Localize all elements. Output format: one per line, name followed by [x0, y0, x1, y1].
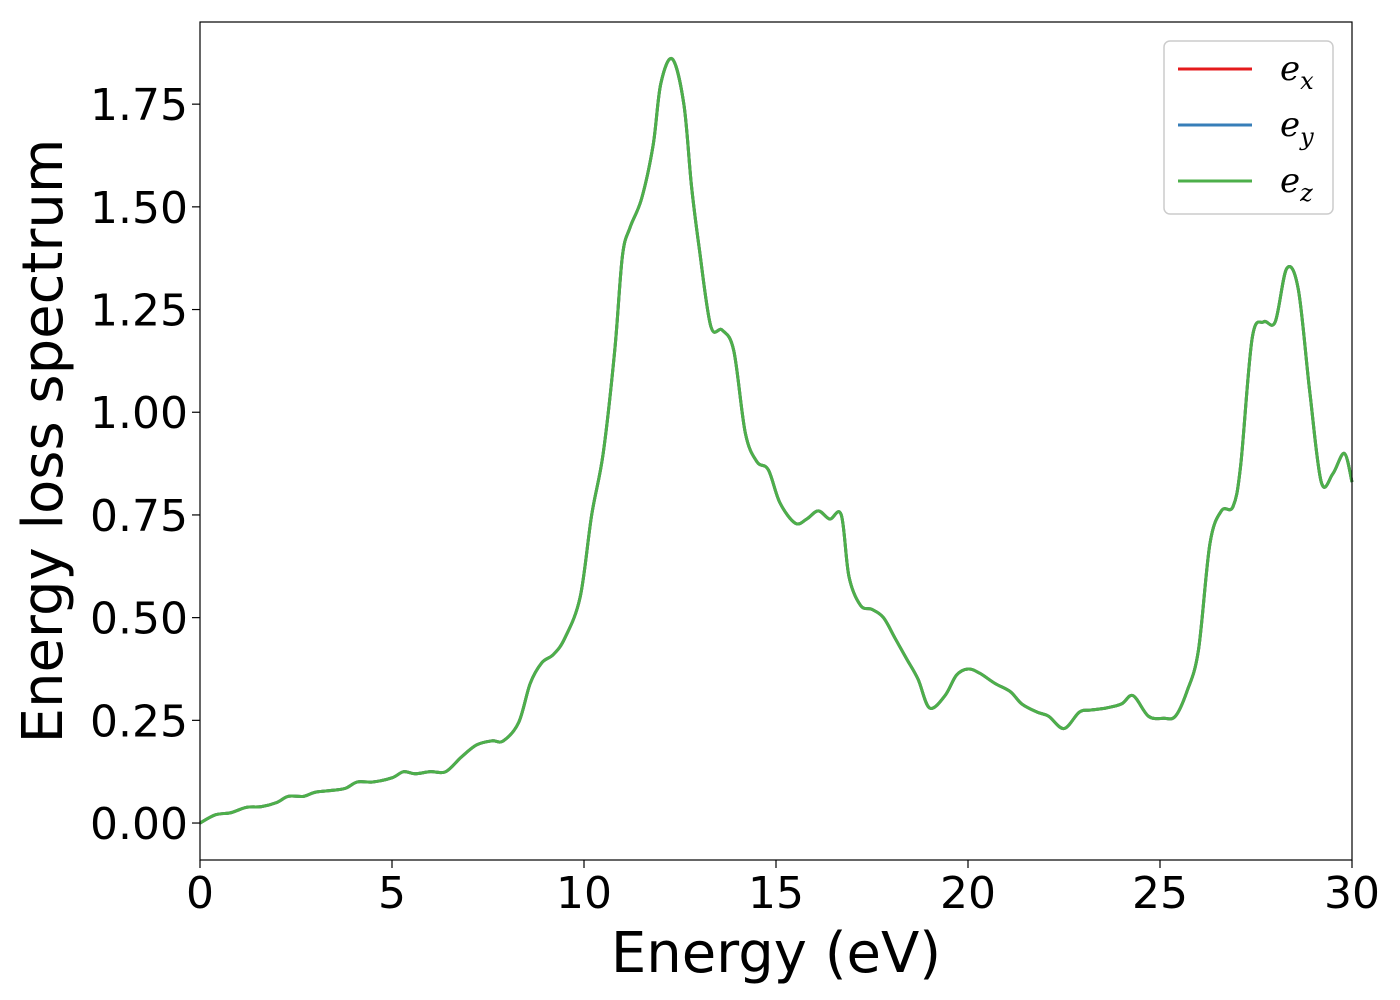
x-axis-title: Energy (eV) [611, 921, 941, 986]
legend-label-subscript: x [1300, 67, 1314, 95]
x-axis-ticks: 0 5 10 15 20 25 30 [186, 860, 1380, 919]
legend-label-ex: ex [1280, 49, 1314, 95]
legend-label-ez: ez [1280, 161, 1313, 207]
legend-label-base: e [1280, 105, 1300, 145]
legend-label-ey: ey [1280, 105, 1314, 151]
y-tick-label: 1.75 [90, 80, 188, 131]
x-tick-label: 15 [748, 868, 804, 919]
y-tick-label: 1.25 [90, 286, 188, 337]
legend-label-subscript: y [1299, 123, 1314, 151]
legend-label-base: e [1280, 49, 1300, 89]
legend-box [1163, 40, 1334, 215]
x-tick-label: 25 [1132, 868, 1188, 919]
y-tick-label: 1.00 [90, 388, 188, 439]
x-tick-label: 0 [186, 868, 214, 919]
y-tick-label: 0.75 [90, 491, 188, 542]
legend-label-subscript: z [1299, 179, 1313, 207]
y-axis-title: Energy loss spectrum [11, 139, 76, 744]
y-tick-label: 0.25 [90, 696, 188, 747]
y-tick-label: 0.00 [90, 799, 188, 850]
x-tick-label: 10 [556, 868, 612, 919]
legend-label-base: e [1280, 161, 1300, 201]
x-tick-label: 20 [940, 868, 996, 919]
y-tick-label: 1.50 [90, 183, 188, 234]
x-tick-label: 5 [378, 868, 406, 919]
y-axis-ticks: 0.00 0.25 0.50 0.75 1.00 1.25 1.50 1.75 [90, 80, 200, 850]
y-tick-label: 0.50 [90, 594, 188, 645]
series-line-ez [199, 56, 1354, 825]
series-layer [199, 56, 1354, 825]
x-tick-label: 30 [1324, 868, 1380, 919]
